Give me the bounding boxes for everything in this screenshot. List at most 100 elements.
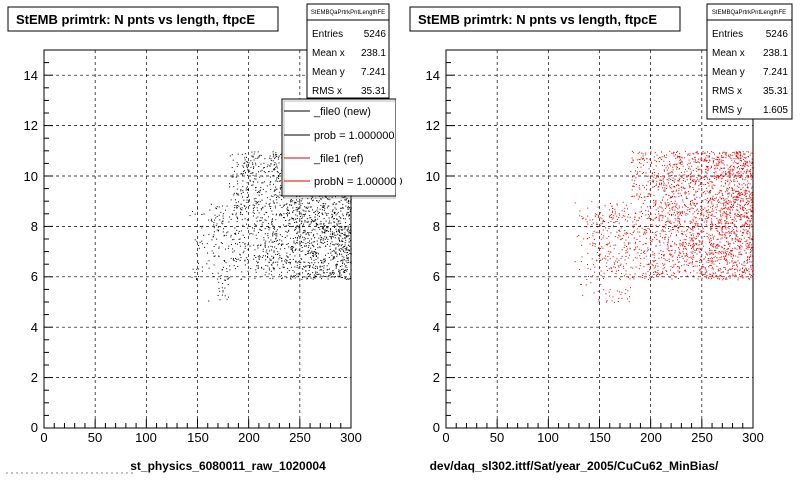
left-point [303,213,305,215]
left-point [311,244,313,246]
right-point [683,226,685,228]
left-point [312,272,314,274]
left-point [331,250,333,252]
right-point [588,276,589,277]
right-point [711,274,713,276]
right-point [727,213,729,215]
left-point [331,276,333,278]
right-point [709,258,711,260]
left-point [326,214,328,216]
left-point [302,236,304,238]
left-point [315,272,317,274]
left-stats-box: StEMBQaPrtrkPntLengthFE Entries 5246 Mea… [306,3,390,99]
right-point [703,258,705,260]
left-point [302,277,304,278]
left-point [263,239,265,241]
right-point [677,184,679,186]
right-point [705,224,707,226]
right-point [722,213,724,215]
right-point [672,255,674,257]
right-point [717,230,719,232]
right-point [688,159,690,161]
left-point [213,231,215,233]
right-point [679,212,681,214]
right-point [667,173,669,175]
right-point [731,194,733,196]
right-point [693,216,695,218]
left-point [350,202,352,204]
right-point [735,209,737,211]
right-grid [446,50,753,428]
right-point [638,195,640,197]
right-point [675,214,676,216]
left-point [259,220,261,222]
left-point [247,189,249,191]
left-point [213,264,215,266]
left-point [339,254,341,256]
right-point [586,233,588,234]
right-point [728,243,730,245]
right-point [652,186,654,188]
right-point [693,203,695,205]
right-point [646,196,648,197]
left-point [303,261,305,263]
left-point [321,231,323,233]
left-point [333,218,335,219]
right-point [732,192,734,194]
right-point [678,261,680,263]
left-point [345,237,346,239]
left-point [241,153,243,155]
left-point [295,226,297,228]
right-point [736,167,738,169]
left-point [312,196,314,198]
left-point [348,215,350,217]
right-point [724,198,726,200]
left-point [338,216,340,218]
left-point [220,275,222,276]
right-point [716,204,718,206]
left-point [344,263,345,265]
right-point [728,155,730,157]
right-point [706,274,708,276]
right-point [657,207,659,209]
right-point [591,201,593,203]
left-point [286,277,288,279]
right-point [741,263,743,265]
left-point [345,249,347,251]
left-point [333,256,335,258]
right-point [669,221,671,223]
right-point [609,217,611,219]
left-point [294,229,295,231]
right-point [600,270,602,272]
left-point [267,257,269,258]
left-point [290,247,292,249]
right-point [682,248,684,250]
left-point [295,248,297,250]
right-point [689,240,691,242]
left-point [252,184,254,186]
right-point [736,153,738,155]
right-point [655,200,657,202]
right-point [718,259,720,261]
right-point [661,254,662,256]
left-point [346,248,348,250]
left-point [192,268,194,270]
left-point [290,277,291,279]
right-point [655,234,657,236]
right-point [689,186,691,187]
left-point [296,215,298,217]
right-point [700,182,702,184]
left-point [310,217,312,219]
right-point [690,175,692,177]
right-point [714,165,716,167]
left-point [307,202,309,204]
right-point [722,152,723,154]
right-point [719,232,720,234]
left-point [197,208,199,210]
left-point [306,208,308,209]
left-point [330,252,332,254]
left-point [247,189,249,191]
left-point [315,213,317,215]
right-point [678,214,680,216]
left-point [271,274,273,276]
